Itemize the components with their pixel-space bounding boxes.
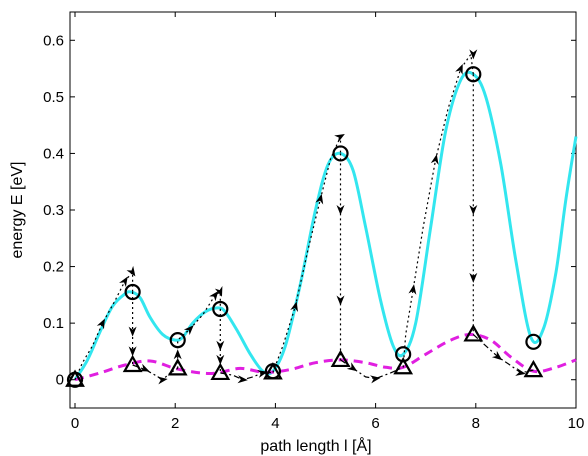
triangle-marker [523, 359, 544, 378]
triangle-marker [330, 349, 351, 368]
triangle-marker [210, 362, 231, 381]
arrowhead-marker [469, 49, 478, 60]
arrowhead-marker [157, 376, 168, 385]
arrowhead-marker [128, 326, 137, 337]
arrow-path [340, 359, 404, 380]
arrowhead-marker [515, 367, 526, 376]
triangle-marker [167, 358, 188, 376]
x-axis-ticks: 0 2 4 6 8 10 [71, 12, 585, 432]
circle-marker [525, 333, 542, 350]
y-tick-label: 0.6 [43, 32, 64, 49]
arrowhead-marker [334, 134, 345, 143]
x-tick-label: 8 [472, 415, 480, 432]
x-tick-label: 10 [568, 415, 585, 432]
arrow-path [472, 334, 534, 374]
y-tick-label: 0 [56, 372, 64, 389]
arrowhead-marker [216, 354, 225, 365]
arrowhead-marker [455, 63, 463, 75]
plot-frame [69, 11, 577, 409]
arrowhead-marker [237, 375, 248, 384]
series-line-solid [73, 70, 578, 381]
circle-marker [264, 363, 282, 380]
arrowhead-marker [491, 350, 503, 361]
y-tick-label: 0.5 [43, 89, 64, 106]
circle-marker [332, 145, 349, 162]
x-axis-label: path length l [Å] [260, 436, 371, 455]
triangle-marker [393, 357, 414, 375]
arrowhead-marker [126, 265, 136, 277]
circle-marker [395, 346, 412, 363]
arrowhead-marker [209, 290, 219, 302]
arrowhead-marker [173, 349, 182, 360]
arrowhead-marker [183, 325, 194, 336]
circle-marker [169, 332, 186, 349]
y-axis-label: energy E [eV] [9, 162, 26, 259]
circle-marker [465, 66, 482, 83]
arrowhead-marker [128, 346, 137, 357]
arrowhead-marker [336, 205, 345, 215]
markers-layer [65, 66, 544, 388]
series-layer [73, 70, 578, 382]
arrowhead-marker [290, 301, 299, 313]
arrowhead-marker [119, 276, 128, 288]
y-tick-label: 0.4 [43, 145, 64, 162]
arrowhead-marker [346, 362, 358, 372]
y-tick-label: 0.3 [43, 202, 64, 219]
y-tick-label: 0.1 [43, 315, 64, 332]
circle-marker [212, 300, 229, 318]
x-tick-label: 4 [271, 415, 279, 432]
arrowhead-marker [216, 340, 225, 351]
arrowhead-marker [138, 363, 150, 372]
arrowhead-marker [336, 295, 345, 306]
arrowhead-marker [408, 284, 417, 295]
arrowhead-marker [469, 205, 478, 215]
arrow-path [74, 270, 134, 380]
y-tick-label: 0.2 [43, 259, 64, 276]
x-tick-label: 2 [171, 415, 179, 432]
arrowhead-marker [430, 154, 439, 165]
triangle-marker [463, 324, 484, 342]
arrow-paths-layer [74, 49, 534, 385]
triangle-marker [122, 354, 143, 373]
circle-marker [66, 371, 84, 388]
x-tick-label: 6 [371, 415, 379, 432]
circle-marker [124, 283, 141, 301]
arrowhead-marker [214, 285, 223, 297]
x-tick-label: 0 [71, 415, 79, 432]
arrowhead-marker [370, 375, 381, 384]
arrow-path [177, 290, 221, 369]
y-axis-ticks: 0 0.1 0.2 0.3 0.4 0.5 0.6 [43, 32, 576, 389]
arrow-path [402, 52, 474, 368]
arrowhead-marker [315, 193, 324, 205]
arrowhead-marker [96, 318, 105, 330]
arrowhead-marker [469, 272, 478, 283]
